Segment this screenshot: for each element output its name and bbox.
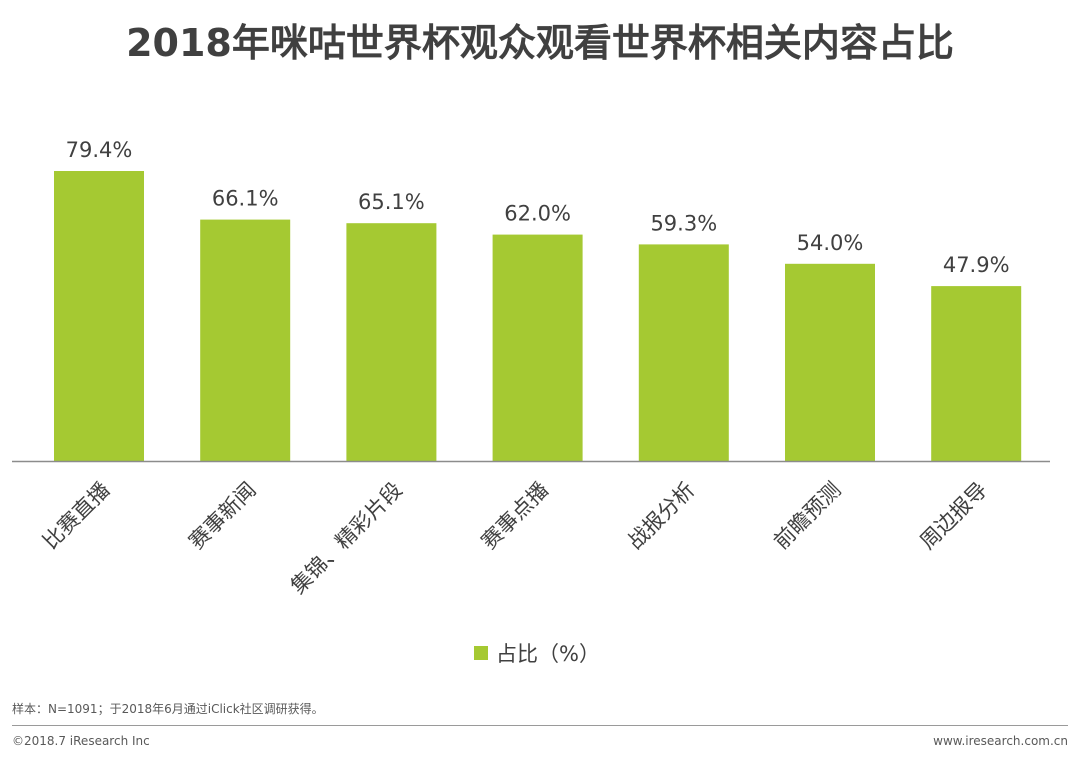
copyright: ©2018.7 iResearch Inc (12, 734, 150, 748)
bar-7 (931, 286, 1022, 461)
bar-value-label: 66.1% (212, 187, 279, 211)
legend-label: 占比（%） (496, 642, 600, 666)
bar-chart: 79.4% 比赛直播 66.1% 赛事新闻 65.1% 集锦、精彩片段 62.0% 赛事点播 5… (12, 138, 1050, 599)
footnote: 样本：N=1091；于2018年6月通过iClick社区调研获得。 (12, 702, 324, 716)
category-label: 周边报导 (915, 478, 991, 554)
bar-2 (200, 219, 291, 461)
bar-value-label: 47.9% (943, 253, 1010, 277)
legend: 占比（%） (474, 638, 600, 668)
category-label: 集锦、精彩片段 (286, 478, 407, 599)
category-label: 前瞻预测 (769, 478, 845, 554)
website: www.iresearch.com.cn (933, 734, 1068, 748)
bar-5 (638, 244, 729, 461)
legend-swatch (474, 646, 488, 660)
category-label: 赛事点播 (477, 478, 553, 554)
bar-1 (54, 171, 144, 461)
bar-value-label: 79.4% (66, 138, 133, 162)
category-label: 比赛直播 (38, 478, 114, 554)
footer-divider (12, 725, 1068, 726)
bar-value-label: 65.1% (358, 190, 425, 214)
bar-6 (785, 263, 875, 461)
bar-value-label: 54.0% (797, 231, 864, 255)
bar-3 (346, 223, 437, 461)
bar-value-label: 62.0% (504, 202, 571, 226)
bar-value-label: 59.3% (650, 211, 717, 235)
category-label: 战报分析 (623, 478, 699, 554)
chart-title: 2018年咪咕世界杯观众观看世界杯相关内容占比 (126, 21, 954, 65)
category-label: 赛事新闻 (184, 478, 260, 554)
bar-4 (492, 234, 583, 461)
